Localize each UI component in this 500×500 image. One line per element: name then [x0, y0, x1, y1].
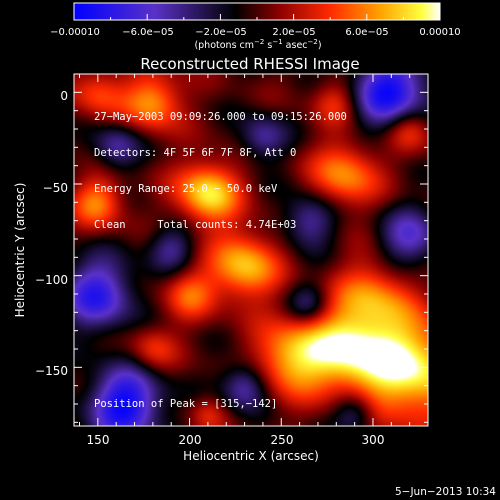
x-tick-label: 200: [179, 433, 202, 447]
y-tick-label: −50: [43, 181, 68, 195]
x-tick-label: 150: [87, 433, 110, 447]
observation-info: 27−May−2003 09:09:26.000 to 09:15:26.000…: [94, 87, 347, 243]
energy-range-text: Energy Range: 25.0 − 50.0 keV: [94, 183, 278, 195]
plot-frame: [73, 73, 429, 427]
colorbar-tick-label: 0.00010: [419, 27, 460, 38]
y-axis-label: Heliocentric Y (arcsec): [13, 183, 27, 318]
clean-counts-text: Clean Total counts: 4.74E+03: [94, 219, 297, 231]
y-tick-label: −100: [35, 273, 68, 287]
colorbar-tick-label: −6.0e−05: [122, 27, 174, 38]
chart-title: Reconstructed RHESSI Image: [140, 55, 359, 73]
colorbar-units: (photons cm−2 s−1 asec−2): [194, 38, 321, 51]
peak-position-text: Position of Peak = [315,−142]: [94, 398, 278, 410]
x-axis-label: Heliocentric X (arcsec): [183, 449, 319, 463]
timestamp-footer: 5−Jun−2013 10:34: [395, 486, 496, 498]
x-tick-label: 300: [362, 433, 385, 447]
colorbar-ticks: [73, 14, 441, 20]
time-range-text: 27−May−2003 09:09:26.000 to 09:15:26.000: [94, 111, 347, 123]
colorbar-tick-label: 6.0e−05: [345, 27, 388, 38]
colorbar-tick-label: −2.0e−05: [195, 27, 247, 38]
y-tick-label: 0: [60, 89, 68, 103]
heatmap-image: [74, 74, 428, 426]
colorbar-tick-label: −0.00010: [50, 27, 100, 38]
detectors-text: Detectors: 4F 5F 6F 7F 8F, Att 0: [94, 147, 297, 159]
colorbar-tick-label: 2.0e−05: [272, 27, 315, 38]
y-tick-label: −150: [35, 364, 68, 378]
x-tick-label: 250: [271, 433, 294, 447]
axis-ticks: [74, 73, 429, 426]
